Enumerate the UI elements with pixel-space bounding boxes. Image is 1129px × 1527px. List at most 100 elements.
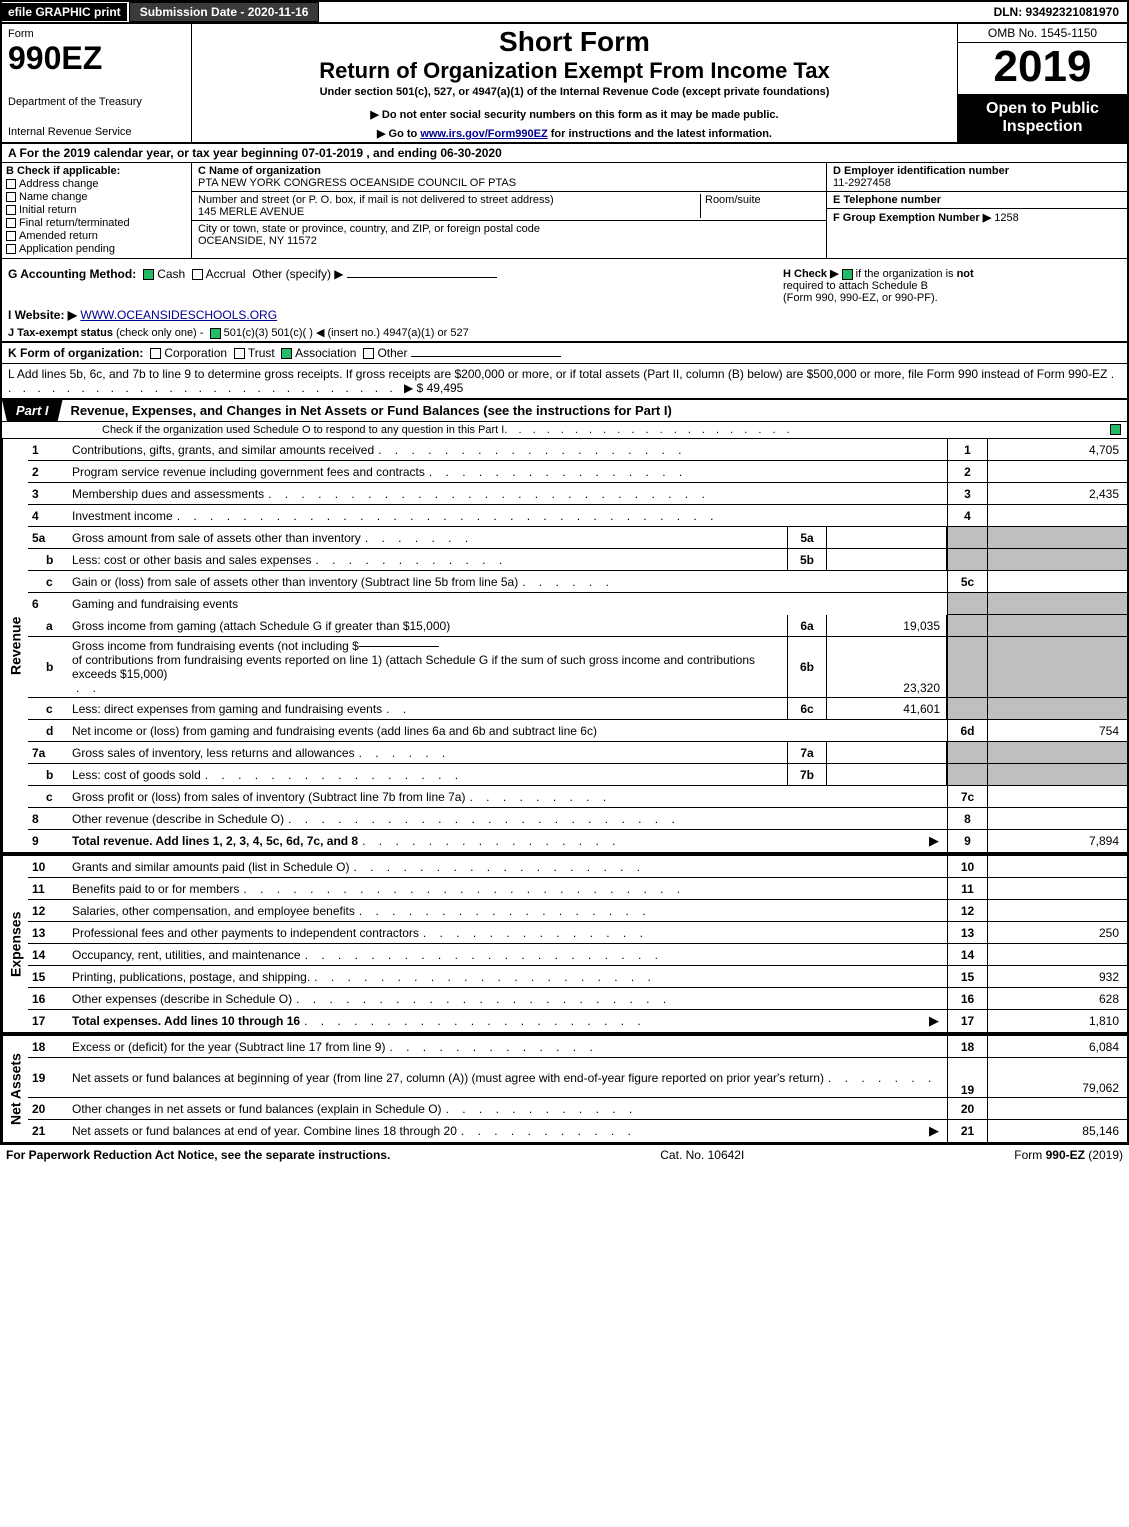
- omb-number: OMB No. 1545-1150: [958, 24, 1127, 43]
- part-i-header: Part I Revenue, Expenses, and Changes in…: [0, 400, 1129, 422]
- check-other-icon[interactable]: [363, 348, 374, 359]
- check-label: Amended return: [19, 230, 98, 242]
- g-other: Other (specify) ▶: [252, 267, 343, 281]
- line-rnum-grey: [947, 549, 987, 570]
- dln-text: DLN: 93492321081970: [986, 3, 1127, 21]
- row-i: I Website: ▶ WWW.OCEANSIDESCHOOLS.ORG: [0, 306, 1129, 324]
- revenue-body: 1 Contributions, gifts, grants, and simi…: [28, 439, 1127, 852]
- dots: . . . . . .: [522, 575, 943, 589]
- line-20: 20 Other changes in net assets or fund b…: [28, 1098, 1127, 1120]
- line-rnum: 5c: [947, 571, 987, 592]
- dots: . . . . . . . . . . . . .: [389, 1040, 943, 1054]
- contrib-amount-input[interactable]: [359, 646, 439, 647]
- l-text: L Add lines 5b, 6c, and 7b to line 9 to …: [8, 367, 1107, 381]
- line-rnum: 9: [947, 830, 987, 852]
- line-14: 14 Occupancy, rent, utilities, and maint…: [28, 944, 1127, 966]
- check-schedule-o-icon[interactable]: [1110, 424, 1121, 435]
- check-label: Final return/terminated: [19, 217, 130, 229]
- e-label: E Telephone number: [833, 194, 941, 206]
- check-initial-return[interactable]: Initial return: [6, 204, 187, 216]
- check-h-icon[interactable]: [842, 269, 853, 280]
- l-amount: $ 49,495: [417, 381, 464, 395]
- check-application-pending[interactable]: Application pending: [6, 243, 187, 255]
- dots: . . . . . . . . . . .: [461, 1124, 925, 1138]
- line-num: 6: [28, 593, 68, 615]
- line-rval-grey: [987, 742, 1127, 763]
- dots: . . . . . . . . .: [469, 790, 943, 804]
- line-rval: 2,435: [987, 483, 1127, 504]
- k-other-input[interactable]: [411, 356, 561, 357]
- line-rnum-grey: [947, 698, 987, 719]
- line-desc: Gross amount from sale of assets other t…: [72, 531, 361, 545]
- line-rval: 250: [987, 922, 1127, 943]
- goto-link[interactable]: www.irs.gov/Form990EZ: [420, 128, 547, 140]
- page-footer: For Paperwork Reduction Act Notice, see …: [0, 1144, 1129, 1165]
- line-rnum: 16: [947, 988, 987, 1009]
- line-5a: 5a Gross amount from sale of assets othe…: [28, 527, 1127, 549]
- line-desc: Printing, publications, postage, and shi…: [72, 970, 310, 984]
- top-bar-left: efile GRAPHIC print Submission Date - 20…: [2, 2, 319, 22]
- line-desc: Total revenue. Add lines 1, 2, 3, 4, 5c,…: [72, 834, 358, 848]
- dots: . . . . . . . . . . . .: [315, 553, 783, 567]
- check-assoc-icon[interactable]: [281, 348, 292, 359]
- do-not-enter-text: ▶ Do not enter social security numbers o…: [370, 108, 778, 121]
- d-label: D Employer identification number: [833, 165, 1009, 177]
- g-other-input[interactable]: [347, 277, 497, 278]
- expenses-section: Expenses 10 Grants and similar amounts p…: [0, 854, 1129, 1034]
- check-address-change[interactable]: Address change: [6, 178, 187, 190]
- line-rnum: 20: [947, 1098, 987, 1119]
- line-a-tax-year: A For the 2019 calendar year, or tax yea…: [0, 144, 1129, 163]
- line-rval: [987, 878, 1127, 899]
- line-mval: 19,035: [827, 615, 947, 636]
- line-6: 6 Gaming and fundraising events: [28, 593, 1127, 615]
- line-rval: [987, 944, 1127, 965]
- line-mval: 41,601: [827, 698, 947, 719]
- h-not: not: [957, 268, 974, 280]
- netassets-body: 18 Excess or (deficit) for the year (Sub…: [28, 1036, 1127, 1142]
- line-mval: [827, 764, 947, 785]
- check-amended-return[interactable]: Amended return: [6, 230, 187, 242]
- line-num: b: [28, 549, 68, 570]
- line-rnum: 12: [947, 900, 987, 921]
- j-sub: (check only one) -: [116, 327, 203, 339]
- arrow-icon: ▶: [925, 1013, 943, 1029]
- line-rval: 628: [987, 988, 1127, 1009]
- line-desc: Less: direct expenses from gaming and fu…: [72, 702, 382, 716]
- c-org-name: PTA NEW YORK CONGRESS OCEANSIDE COUNCIL …: [198, 177, 516, 189]
- line-19: 19 Net assets or fund balances at beginn…: [28, 1058, 1127, 1098]
- line-desc-2: of contributions from fundraising events…: [72, 653, 783, 681]
- line-rnum: 3: [947, 483, 987, 504]
- line-8: 8 Other revenue (describe in Schedule O)…: [28, 808, 1127, 830]
- dots: . .: [76, 681, 783, 695]
- line-rnum: 15: [947, 966, 987, 987]
- i-website-link[interactable]: WWW.OCEANSIDESCHOOLS.ORG: [80, 308, 277, 322]
- dots: . . . . . . . . . . . . . . . . . . . . …: [305, 948, 943, 962]
- dots: . . . . . . . . . . . . . . . .: [429, 465, 943, 479]
- check-corp-icon[interactable]: [150, 348, 161, 359]
- line-num: 18: [28, 1036, 68, 1057]
- dots: . . . . . . . . . . . . . . . . . . . . …: [177, 509, 943, 523]
- check-accrual-icon[interactable]: [192, 269, 203, 280]
- dots: . .: [386, 702, 783, 716]
- line-desc: Professional fees and other payments to …: [72, 926, 419, 940]
- check-trust-icon[interactable]: [234, 348, 245, 359]
- c-room-label: Room/suite: [700, 194, 820, 218]
- check-cash-icon[interactable]: [143, 269, 154, 280]
- expenses-body: 10 Grants and similar amounts paid (list…: [28, 856, 1127, 1032]
- check-final-return[interactable]: Final return/terminated: [6, 217, 187, 229]
- line-6b: b Gross income from fundraising events (…: [28, 637, 1127, 698]
- line-rval: 7,894: [987, 830, 1127, 852]
- line-rval-grey: [987, 593, 1127, 615]
- line-num: 14: [28, 944, 68, 965]
- check-name-change[interactable]: Name change: [6, 191, 187, 203]
- i-label: I Website: ▶: [8, 308, 77, 322]
- dots: . . . . . . . . . . . . . . . . . . . . …: [288, 812, 943, 826]
- part-i-sub-text: Check if the organization used Schedule …: [102, 424, 504, 436]
- line-desc: Contributions, gifts, grants, and simila…: [72, 443, 374, 457]
- line-5b: b Less: cost or other basis and sales ex…: [28, 549, 1127, 571]
- efile-box[interactable]: efile GRAPHIC print: [2, 3, 127, 21]
- line-desc: Membership dues and assessments: [72, 487, 264, 501]
- line-7c: c Gross profit or (loss) from sales of i…: [28, 786, 1127, 808]
- check-501c3-icon[interactable]: [210, 328, 221, 339]
- c-street-label: Number and street (or P. O. box, if mail…: [198, 194, 700, 206]
